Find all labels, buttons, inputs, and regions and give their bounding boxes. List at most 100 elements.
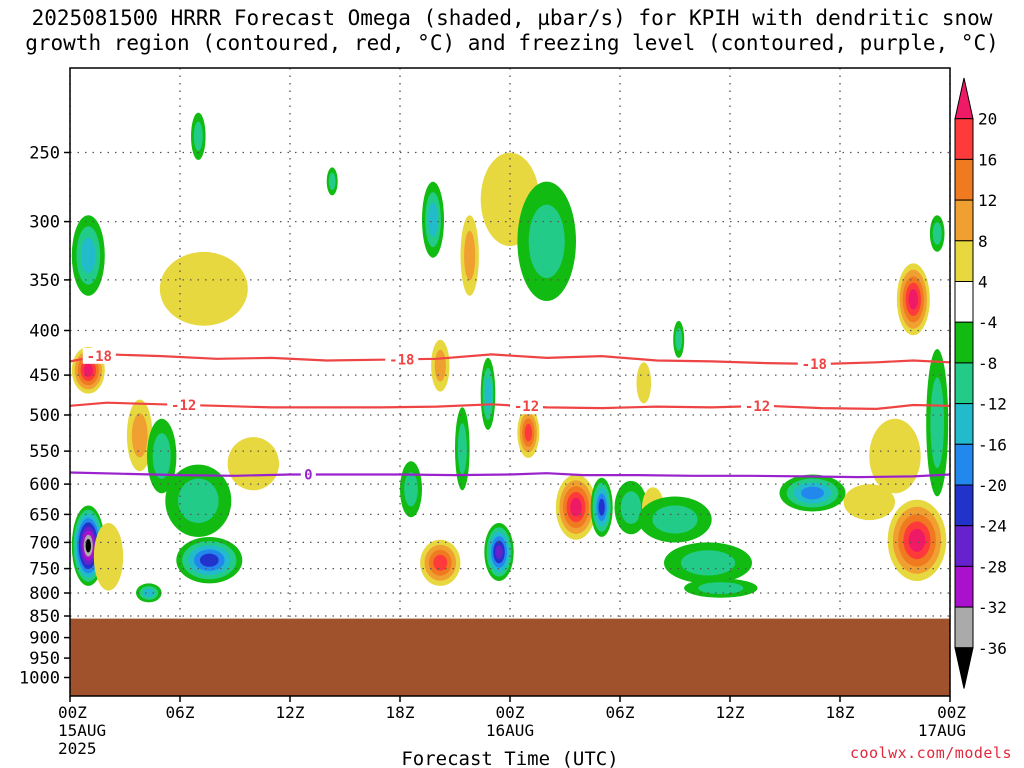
colorbar-swatch [954,281,974,323]
omega-cell [422,181,444,258]
y-tick-label: 900 [29,629,60,649]
contour-line [70,353,950,366]
omega-cell [664,542,752,584]
omega-shading [71,112,949,603]
omega-level-shape [193,121,203,151]
omega-level-shape [404,472,418,507]
colorbar-swatch [954,77,974,120]
omega-cell [843,484,895,521]
x-axis-label: Forecast Time (UTC) [401,748,618,768]
x-tick-label: 06Z [606,703,635,722]
omega-level-shape [433,554,448,571]
x-tick-label: 00Z [496,703,525,722]
colorbar-swatch [954,647,974,689]
ground-layer [70,618,950,696]
omega-cell [779,474,846,512]
y-tick-label: 450 [29,366,60,386]
omega-level-shape [159,251,248,326]
omega-cell [929,215,945,252]
contour-label: -18 [802,357,827,373]
colorbar-label: -12 [978,395,1007,414]
colorbar-swatch [954,606,974,649]
omega-level-shape [434,349,446,382]
y-tick-label: 1000 [19,669,60,689]
omega-level-shape [457,423,467,475]
colorbar-swatch [954,525,974,567]
omega-cell [673,320,685,358]
omega-level-shape [528,204,565,278]
y-tick-label: 800 [29,584,60,604]
colorbar-swatch [954,118,974,160]
omega-cell [227,437,279,491]
omega-cell [176,537,243,584]
contour-label-background [385,351,419,368]
omega-cell [636,362,652,404]
contour-label-background [300,466,316,483]
omega-level-shape [495,545,503,559]
omega-level-shape [131,413,148,458]
omega-level-shape [698,582,744,594]
omega-cell [926,349,949,497]
omega-cell [896,263,930,336]
omega-level-shape [636,362,652,404]
omega-cell [93,523,124,591]
x-tick-label: 00Z [58,703,87,722]
contour-0: 0 [70,466,950,484]
omega-cell [420,539,461,586]
x-tick-label: 12Z [716,703,745,722]
omega-level-shape [83,363,94,377]
omega-level-shape [428,202,438,237]
contour-label-background [167,396,201,413]
omega-cell [484,523,514,581]
omega-level-shape [464,230,476,281]
colorbar-label: -28 [978,557,1007,576]
omega-level-shape [152,433,171,480]
omega-level-shape [570,497,582,517]
colorbar-label: 16 [978,150,997,169]
colorbar-swatch [954,484,974,527]
colorbar-label: -20 [978,476,1007,495]
colorbar-label: 8 [978,232,988,251]
x-tick-sublabel: 2025 [58,739,97,758]
colorbar-label: -4 [978,313,997,332]
colorbar-swatch [954,403,974,445]
omega-level-shape [908,289,918,310]
x-tick-sublabel: 16AUG [486,721,534,740]
omega-level-shape [484,377,492,410]
omega-cell [159,251,248,326]
omega-level-shape [869,418,921,494]
omega-cell [638,496,712,543]
omega-level-shape [81,237,96,274]
omega-cell [590,477,613,537]
x-tick-label: 18Z [386,703,415,722]
omega-cell [191,112,206,160]
contour-label: 0 [304,468,312,484]
colorbar-swatch [954,240,974,283]
colorbar-swatch [954,321,974,364]
contour-lines: -18 -18 -18 -12 -12 -12 0 [70,347,950,484]
colorbar-swatch [954,443,974,486]
omega-level-shape [199,553,219,567]
colorbar-swatch [954,565,974,608]
contour--12: -12 -12 -12 [70,396,950,415]
omega-cell [126,399,153,472]
omega-cell [136,583,162,603]
omega-level-shape [801,486,824,500]
contour-label: -12 [745,399,770,415]
contour-label: -12 [171,398,196,414]
contour-label-background [741,398,774,415]
x-tick-label: 00Z [937,703,966,722]
x-tick-label: 06Z [166,703,195,722]
colorbar-swatch [954,199,974,242]
omega-cell [555,474,597,540]
y-tick-label: 600 [29,475,60,495]
x-tick-label: 12Z [276,703,305,722]
y-tick-label: 300 [29,213,60,233]
colorbar-label: -32 [978,598,1007,617]
omega-level-shape [178,478,219,524]
omega-level-shape [680,550,736,576]
omega-cell [400,461,422,518]
contour-label: -18 [389,352,414,368]
omega-level-shape [227,437,279,491]
